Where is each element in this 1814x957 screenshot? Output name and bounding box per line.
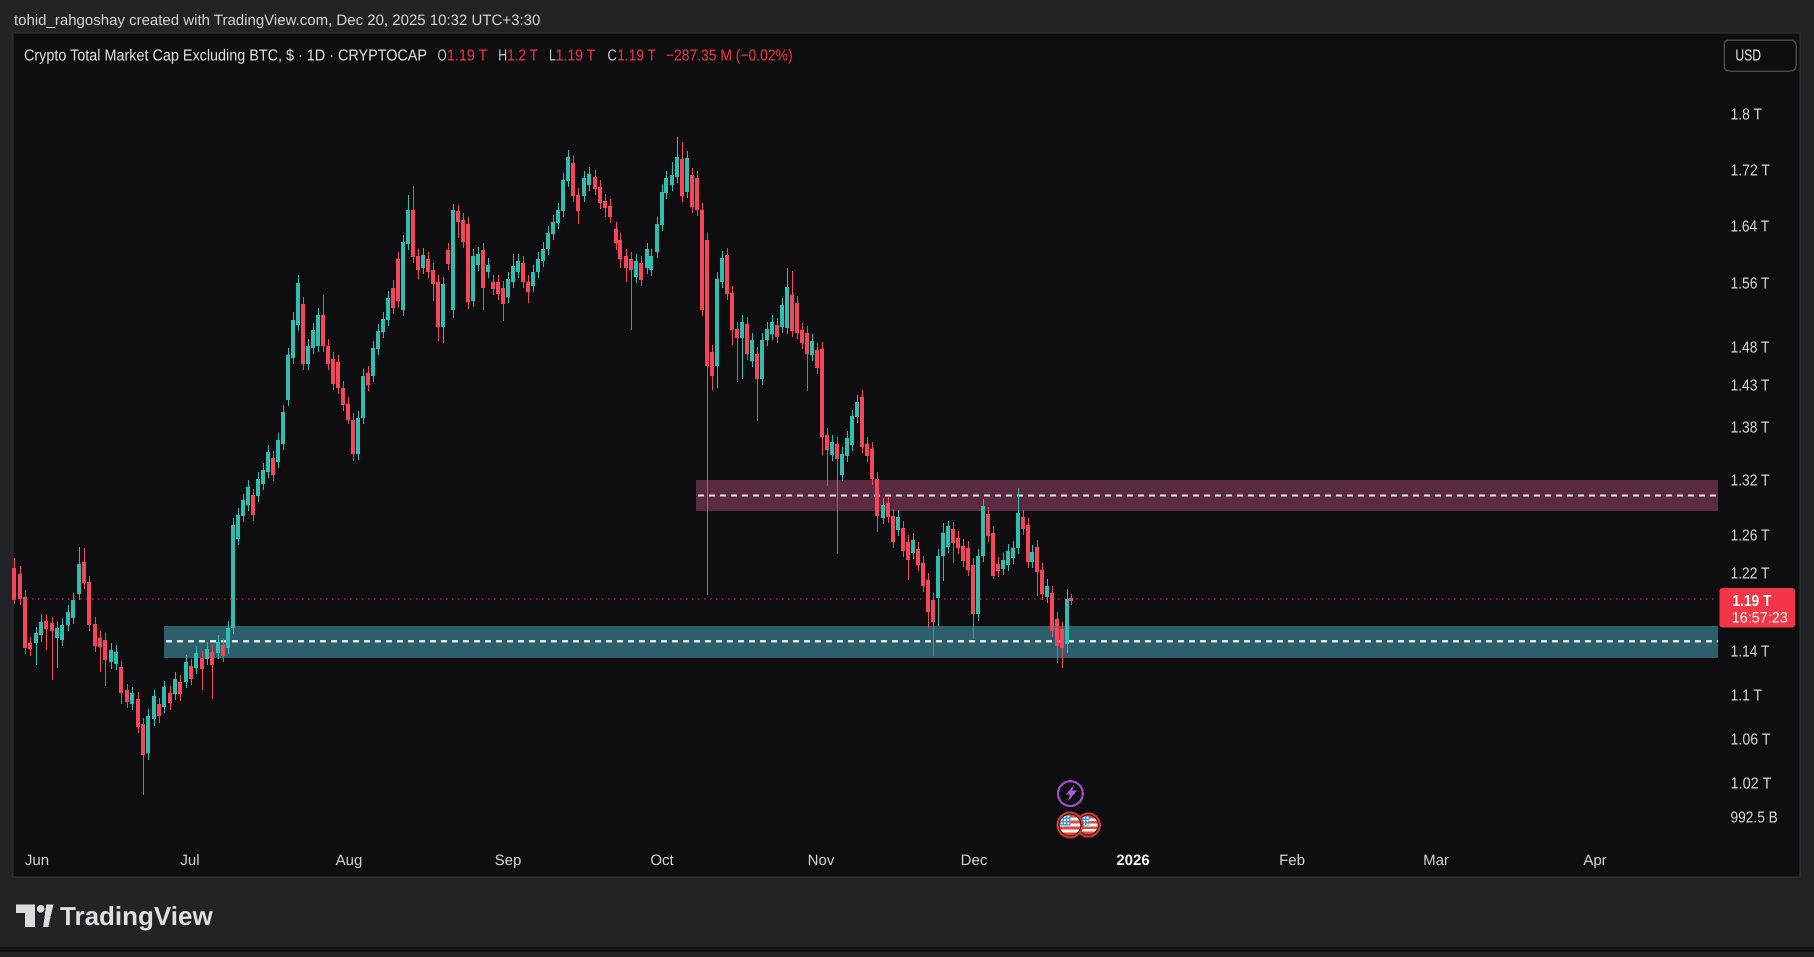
svg-text:Aug: Aug [336,852,363,869]
svg-text:Dec: Dec [961,852,988,869]
svg-text:992.5 B: 992.5 B [1731,810,1778,827]
svg-text:L: L [549,48,556,65]
svg-text:1.32 T: 1.32 T [1731,473,1770,490]
svg-text:1.38 T: 1.38 T [1731,420,1770,437]
svg-text:Apr: Apr [1583,852,1606,869]
svg-text:Nov: Nov [808,852,835,869]
svg-text:1.72 T: 1.72 T [1731,163,1771,180]
svg-text:C: C [607,48,617,65]
svg-text:1.43 T: 1.43 T [1731,378,1770,395]
svg-text:1.19 T: 1.19 T [447,48,488,65]
svg-text:1.56 T: 1.56 T [1731,276,1770,293]
svg-text:O: O [438,48,447,65]
svg-text:1.14 T: 1.14 T [1731,644,1770,661]
svg-text:TradingView: TradingView [60,901,213,931]
svg-text:Jul: Jul [180,852,199,869]
svg-text:Mar: Mar [1423,852,1449,869]
svg-text:1.2 T: 1.2 T [507,48,538,65]
svg-text:1.19 T: 1.19 T [617,48,656,65]
svg-text:1.22 T: 1.22 T [1731,566,1770,583]
svg-text:1.1 T: 1.1 T [1731,688,1763,705]
svg-text:1.19 T: 1.19 T [1732,593,1771,610]
svg-text:1.64 T: 1.64 T [1731,219,1770,236]
svg-text:1.02 T: 1.02 T [1731,776,1772,793]
svg-text:Sep: Sep [495,852,522,869]
svg-text:1.8 T: 1.8 T [1731,107,1763,124]
svg-text:2026: 2026 [1116,852,1149,869]
svg-text:1.19 T: 1.19 T [556,48,596,65]
svg-text:Oct: Oct [650,852,674,869]
svg-text:tohid_rahgoshay created with T: tohid_rahgoshay created with TradingView… [14,12,540,29]
svg-text:Crypto Total Market Cap Exclud: Crypto Total Market Cap Excluding BTC, $… [24,48,427,65]
svg-text:1.48 T: 1.48 T [1731,340,1770,357]
svg-text:Jun: Jun [25,852,49,869]
svg-text:−287.35 M (−0.02%): −287.35 M (−0.02%) [666,48,793,65]
svg-text:1.06 T: 1.06 T [1731,732,1771,749]
svg-text:1.26 T: 1.26 T [1731,528,1770,545]
svg-text:Feb: Feb [1279,852,1305,869]
svg-text:16:57:23: 16:57:23 [1732,610,1788,627]
svg-text:USD: USD [1735,47,1761,64]
svg-text:H: H [498,48,507,65]
